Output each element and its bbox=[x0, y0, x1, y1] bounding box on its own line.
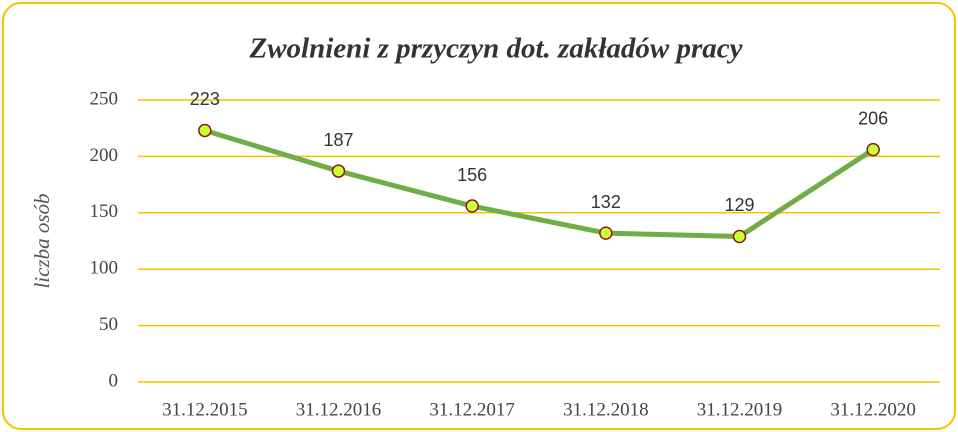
data-label: 129 bbox=[724, 195, 754, 215]
data-point bbox=[198, 123, 212, 138]
data-point bbox=[331, 164, 346, 178]
data-point bbox=[732, 229, 747, 244]
y-tick-label: 50 bbox=[99, 314, 118, 335]
data-label: 187 bbox=[323, 130, 353, 150]
data-label: 156 bbox=[457, 165, 487, 185]
chart-title: Zwolnieni z przyczyn dot. zakładów pracy bbox=[248, 33, 742, 65]
data-point bbox=[599, 226, 613, 240]
x-tick-label: 31.12.2019 bbox=[697, 399, 783, 420]
y-tick-label: 200 bbox=[90, 145, 119, 166]
y-axis-label: liczba osób bbox=[30, 193, 54, 288]
data-point bbox=[465, 199, 479, 213]
x-tick-label: 31.12.2015 bbox=[162, 399, 248, 420]
x-tick-label: 31.12.2018 bbox=[563, 399, 649, 420]
x-tick-label: 31.12.2016 bbox=[296, 399, 382, 420]
x-tick-label: 31.12.2020 bbox=[830, 399, 916, 420]
x-tick-label: 31.12.2017 bbox=[429, 399, 515, 420]
data-label: 132 bbox=[591, 192, 621, 212]
data-point bbox=[866, 142, 880, 157]
y-tick-label: 250 bbox=[90, 88, 119, 109]
data-label: 206 bbox=[858, 108, 888, 128]
y-tick-label: 150 bbox=[90, 201, 119, 222]
data-line bbox=[204, 128, 875, 239]
y-tick-label: 100 bbox=[90, 258, 119, 279]
data-label: 223 bbox=[190, 89, 220, 109]
y-tick-label: 0 bbox=[109, 370, 119, 391]
